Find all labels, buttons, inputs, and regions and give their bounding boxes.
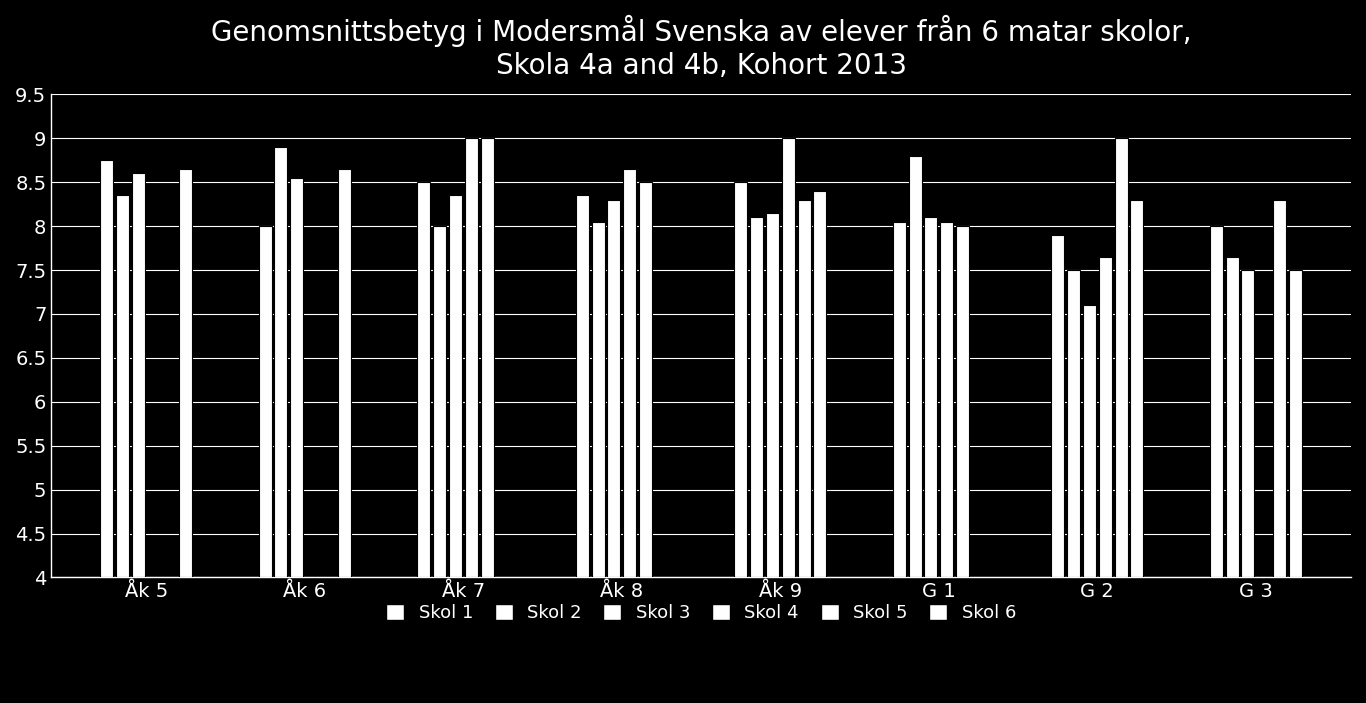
Bar bbox=[1115, 138, 1128, 577]
Bar bbox=[750, 217, 764, 577]
Bar bbox=[893, 221, 906, 577]
Bar bbox=[1242, 270, 1254, 577]
Bar bbox=[766, 213, 779, 577]
Bar bbox=[1290, 270, 1302, 577]
Bar bbox=[1098, 257, 1112, 577]
Bar bbox=[131, 174, 145, 577]
Bar bbox=[433, 226, 445, 577]
Bar bbox=[258, 226, 272, 577]
Bar bbox=[116, 195, 128, 577]
Bar bbox=[1131, 200, 1143, 577]
Title: Genomsnittsbetyg i Modersmål Svenska av elever från 6 matar skolor,
Skola 4a and: Genomsnittsbetyg i Modersmål Svenska av … bbox=[210, 15, 1191, 79]
Bar bbox=[623, 169, 637, 577]
Bar bbox=[925, 217, 937, 577]
Bar bbox=[956, 226, 968, 577]
Bar bbox=[1083, 305, 1096, 577]
Bar bbox=[1052, 235, 1064, 577]
Bar bbox=[464, 138, 478, 577]
Bar bbox=[1273, 200, 1287, 577]
Bar bbox=[1210, 226, 1223, 577]
Legend: Skol 1, Skol 2, Skol 3, Skol 4, Skol 5, Skol 6: Skol 1, Skol 2, Skol 3, Skol 4, Skol 5, … bbox=[377, 595, 1024, 631]
Bar bbox=[291, 178, 303, 577]
Bar bbox=[608, 200, 620, 577]
Bar bbox=[781, 138, 795, 577]
Bar bbox=[337, 169, 351, 577]
Bar bbox=[908, 156, 922, 577]
Bar bbox=[813, 191, 826, 577]
Bar bbox=[275, 147, 287, 577]
Bar bbox=[940, 221, 953, 577]
Bar bbox=[417, 182, 430, 577]
Bar bbox=[1067, 270, 1081, 577]
Bar bbox=[100, 160, 113, 577]
Bar bbox=[179, 169, 193, 577]
Bar bbox=[449, 195, 462, 577]
Bar bbox=[798, 200, 810, 577]
Bar bbox=[1225, 257, 1239, 577]
Bar bbox=[734, 182, 747, 577]
Bar bbox=[481, 138, 493, 577]
Bar bbox=[591, 221, 605, 577]
Bar bbox=[575, 195, 589, 577]
Bar bbox=[639, 182, 652, 577]
